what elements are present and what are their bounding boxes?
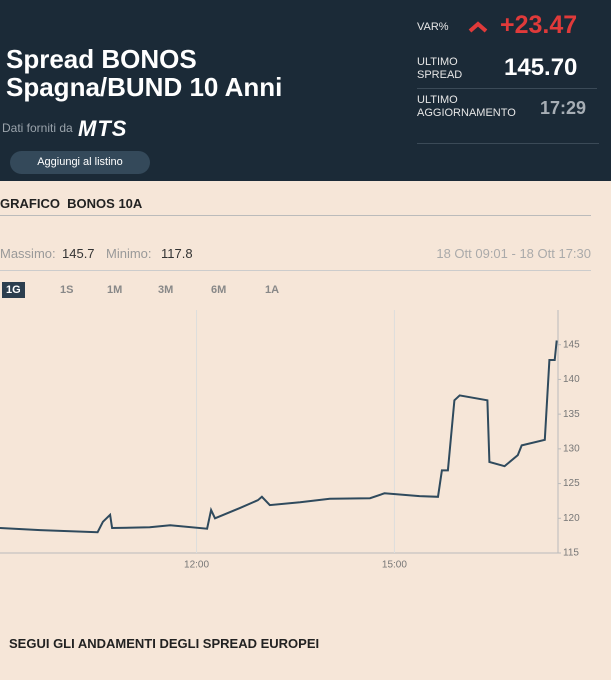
update-value: 17:29 (540, 98, 587, 118)
y-tick-label: 115 (563, 548, 579, 559)
y-tick-label: 140 (563, 374, 580, 385)
var-value: +23.47 (500, 11, 578, 39)
update-label: AGGIORNAMENTO (417, 107, 516, 119)
date-range: 18 Ott 09:01 - 18 Ott 17:30 (436, 246, 591, 261)
x-tick-label: 12:00 (184, 560, 209, 571)
divider (417, 88, 597, 89)
y-tick-label: 130 (563, 443, 580, 454)
divider (417, 143, 599, 144)
footer-title: SEGUI GLI ANDAMENTI DEGLI SPREAD EUROPEI (9, 636, 320, 651)
min-value: 117.8 (161, 246, 193, 261)
header: Spread BONOS Spagna/BUND 10 Anni Dati fo… (0, 0, 611, 181)
arrow-up (468, 21, 488, 33)
title: Spagna/BUND 10 Anni (6, 72, 283, 102)
y-tick-label: 145 (563, 339, 580, 350)
tab[interactable]: 1S (60, 284, 74, 296)
tab[interactable]: 1A (265, 284, 280, 296)
max-value: 145.7 (62, 246, 95, 261)
tab[interactable]: 6M (211, 284, 227, 296)
last-value: 145.70 (504, 54, 578, 81)
source-logo: MTS (78, 116, 128, 141)
tab[interactable]: 1G (2, 282, 25, 298)
last-label: ULTIMO (417, 56, 458, 68)
line-series (0, 340, 558, 534)
divider (0, 215, 591, 216)
y-tick-label: 135 (563, 409, 580, 420)
source-label: Dati forniti da (2, 121, 73, 135)
max-label: Massimo: (0, 246, 56, 261)
update-label: ULTIMO (417, 94, 458, 106)
divider (0, 270, 591, 271)
var-label: VAR% (417, 21, 449, 33)
last-label: SPREAD (417, 69, 463, 81)
chart: 12:00 15:00 115 120 125 130 135 140 145 (0, 310, 580, 571)
y-tick-label: 120 (563, 513, 580, 524)
title: Spread BONOS (6, 44, 197, 74)
min-label: Minimo: (106, 246, 152, 261)
tab[interactable]: 3M (158, 284, 174, 296)
x-tick-label: 15:00 (382, 560, 407, 571)
add-button[interactable]: Aggiungi al listino (10, 151, 150, 174)
section-title: GRAFICO BONOS 10A (0, 196, 143, 211)
tab[interactable]: 1M (107, 284, 123, 296)
y-tick-label: 125 (563, 478, 580, 489)
